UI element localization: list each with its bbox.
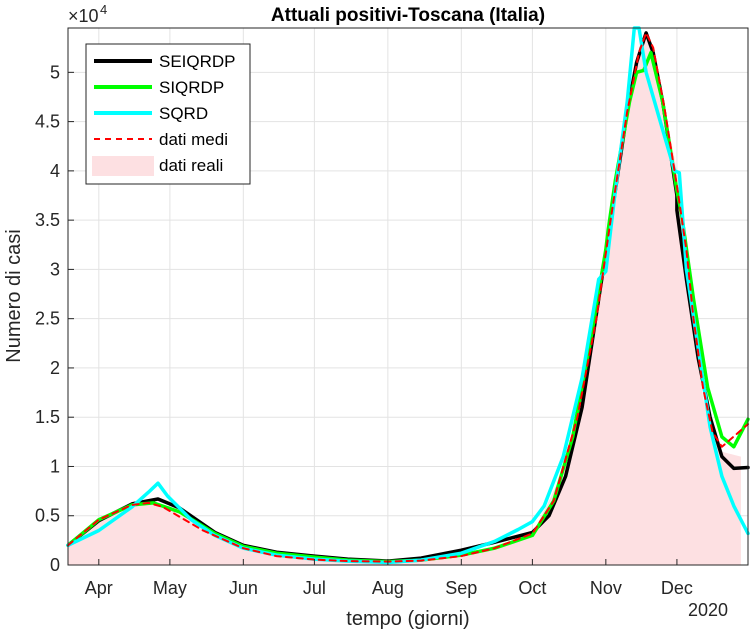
y-tick-label: 2 — [50, 358, 60, 378]
x-tick-label: Oct — [518, 578, 546, 598]
y-tick-label: 1 — [50, 456, 60, 476]
legend-label-seiqrdp: SEIQRDP — [159, 52, 236, 71]
x-tick-label: Aug — [372, 578, 404, 598]
x-tick-label: Jul — [303, 578, 326, 598]
y-tick-label: 4 — [50, 161, 60, 181]
y-exponent-power: 4 — [100, 2, 107, 17]
y-exponent-base: ×10 — [68, 6, 99, 26]
y-tick-label: 0.5 — [35, 506, 60, 526]
x-tick-label: Nov — [590, 578, 622, 598]
x-tick-label: Apr — [85, 578, 113, 598]
axis-ticks: 0 0.5 1 1.5 2 2.5 3 3.5 4 4.5 5 Apr May Jun Jul Aug Sep O… — [35, 62, 693, 598]
axes-box — [67, 27, 749, 566]
legend-label-siqrdp: SIQRDP — [159, 78, 224, 97]
x-tick-label: Jun — [229, 578, 258, 598]
x-tick-label: Dec — [661, 578, 693, 598]
year-label: 2020 — [688, 600, 728, 620]
legend-entries: SEIQRDP SIQRDP SQRD dati medi dati reali — [92, 52, 236, 176]
series-line-dati-medi — [67, 31, 749, 563]
chart-title: Attuali positivi-Toscana (Italia) — [271, 5, 545, 26]
x-tick-label: Sep — [445, 578, 477, 598]
y-axis-label: Numero di casi — [3, 229, 25, 362]
plot-area — [66, 26, 750, 565]
legend-label-dati-medi: dati medi — [159, 130, 228, 149]
y-tick-label: 3 — [50, 259, 60, 279]
legend: SEIQRDP SIQRDP SQRD dati medi dati reali — [85, 43, 251, 185]
x-tick-label: May — [153, 578, 187, 598]
y-exponent: ×10 4 — [68, 2, 107, 26]
y-tick-label: 3.5 — [35, 210, 60, 230]
legend-label-dati-reali: dati reali — [159, 156, 223, 175]
legend-label-sqrd: SQRD — [159, 104, 208, 123]
y-tick-label: 2.5 — [35, 309, 60, 329]
x-axis-label: tempo (giorni) — [346, 608, 469, 630]
y-tick-label: 5 — [50, 62, 60, 82]
y-tick-label: 0 — [50, 555, 60, 575]
series-line-sqrd — [66, 26, 750, 565]
legend-swatch-dati-reali — [92, 156, 154, 176]
y-tick-label: 1.5 — [35, 407, 60, 427]
y-tick-label: 4.5 — [35, 112, 60, 132]
